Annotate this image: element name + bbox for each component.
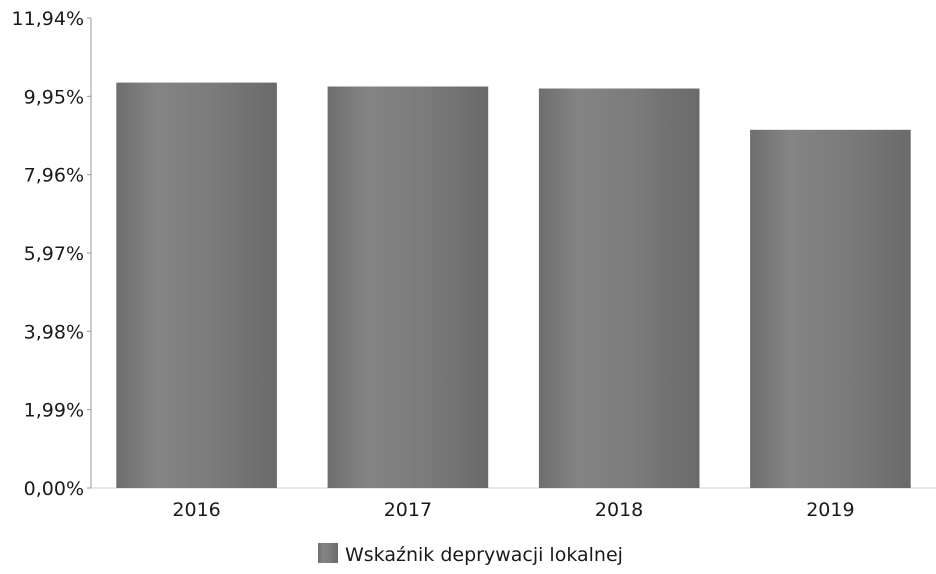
y-tick-label: 5,97% bbox=[24, 243, 84, 265]
legend-label: Wskaźnik deprywacji lokalnej bbox=[345, 544, 623, 566]
x-tick-label-2016: 2016 bbox=[172, 499, 220, 521]
y-tick-label: 3,98% bbox=[24, 321, 84, 343]
y-tick-label: 7,96% bbox=[24, 165, 84, 187]
x-tick-label-2019: 2019 bbox=[806, 499, 854, 521]
bar-2018 bbox=[538, 88, 700, 488]
x-tick-label-2017: 2017 bbox=[384, 499, 432, 521]
y-tick-label: 9,95% bbox=[24, 86, 84, 108]
bar-2017 bbox=[327, 86, 489, 488]
y-axis: 0,00% 1,99% 3,98% 5,97% 7,96% 9,95% 11,94% bbox=[12, 8, 92, 500]
legend: Wskaźnik deprywacji lokalnej bbox=[318, 543, 623, 566]
y-tick-label: 11,94% bbox=[12, 8, 84, 30]
y-tick-label: 0,00% bbox=[24, 478, 84, 500]
bar-2019 bbox=[750, 129, 911, 489]
legend-swatch bbox=[318, 543, 338, 563]
y-tick-label: 1,99% bbox=[24, 400, 84, 422]
x-axis-labels: 2016 2017 2018 2019 bbox=[172, 499, 854, 521]
bars bbox=[116, 82, 911, 489]
bar-2016 bbox=[116, 82, 277, 488]
x-tick-label-2018: 2018 bbox=[595, 499, 643, 521]
